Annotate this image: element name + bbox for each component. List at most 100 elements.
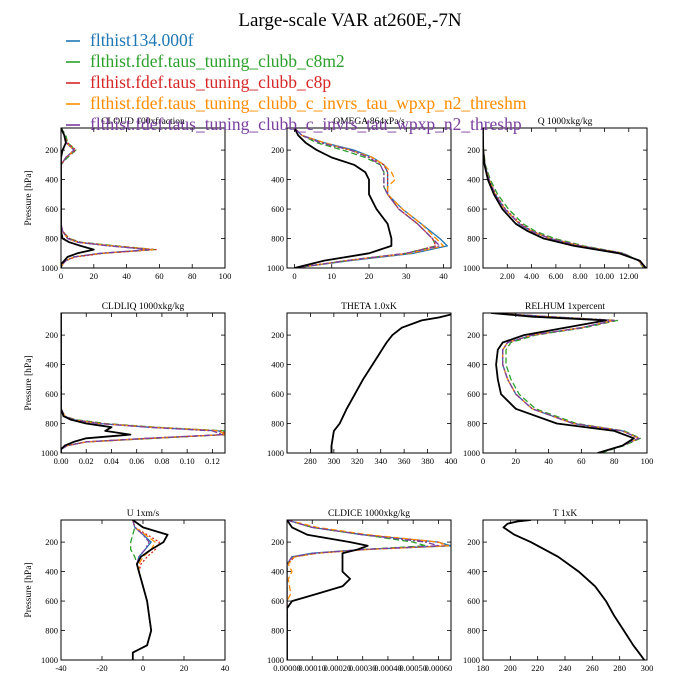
y-tick-label: 1000 <box>41 448 58 458</box>
y-tick-label: 800 <box>271 626 284 636</box>
panel-title: CLDLIQ 1000xkg/kg <box>102 302 185 312</box>
x-tick-label: 0.00000 <box>273 663 301 673</box>
series-line-reference <box>330 313 451 453</box>
x-tick-label: 0 <box>141 663 145 673</box>
plot-frame <box>60 519 226 661</box>
y-axis-label: Pressure [hPa] <box>24 562 34 617</box>
y-tick-label: 600 <box>271 389 284 399</box>
x-tick-label: 0.06 <box>129 456 144 466</box>
x-tick-label: 0.00030 <box>349 663 377 673</box>
series-line-5 <box>294 128 441 268</box>
legend-entry: flthist.fdef.taus_tuning_clubb_c8p <box>90 72 331 92</box>
series-line-2 <box>61 313 225 453</box>
y-tick-label: 200 <box>271 145 284 155</box>
x-tick-label: 0.00020 <box>324 663 352 673</box>
legend-entry: flthist.fdef.taus_tuning_clubb_c_invrs_t… <box>90 114 522 134</box>
series-group <box>491 313 642 453</box>
panel-2: OMEGA 864xPa/s 0 10 20 30 40 200 400 600 800 1000 <box>267 117 452 281</box>
x-tick-label: 400 <box>445 456 458 466</box>
x-tick-label: 260 <box>586 663 599 673</box>
x-tick-label: 0.12 <box>205 456 220 466</box>
series-line-reference <box>293 128 393 268</box>
series-line-1 <box>483 128 646 268</box>
series-line-3 <box>502 520 645 660</box>
y-tick-label: 200 <box>271 537 284 547</box>
series-line-4 <box>483 128 646 268</box>
panel-title: CLOUD 100xfraction <box>101 116 185 127</box>
x-tick-label: 220 <box>531 663 544 673</box>
plot-frame <box>60 312 226 454</box>
x-tick-label: 40 <box>544 456 553 466</box>
y-tick-label: 600 <box>467 596 480 606</box>
x-tick-label: 100 <box>219 271 232 281</box>
y-tick-label: 200 <box>467 330 480 340</box>
y-tick-label: 200 <box>467 145 480 155</box>
x-tick-label: 0 <box>481 456 485 466</box>
series-line-4 <box>502 520 645 660</box>
x-tick-label: 100 <box>641 456 654 466</box>
series-group <box>483 128 647 268</box>
x-tick-label: 0.10 <box>180 456 195 466</box>
panel-6: RELHUM 1xpercent 0 20 40 60 80 100 200 400 600 800… <box>463 302 653 466</box>
x-tick-label: 320 <box>351 456 364 466</box>
plot-frame <box>286 519 452 661</box>
x-tick-label: 40 <box>221 663 230 673</box>
legend: flthist134.000fflthist.fdef.taus_tuning_… <box>66 30 527 134</box>
y-tick-label: 400 <box>467 567 480 577</box>
y-tick-label: 200 <box>45 537 58 547</box>
y-tick-label: 400 <box>467 175 480 185</box>
y-tick-label: 1000 <box>267 655 284 665</box>
series-line-4 <box>294 128 445 268</box>
y-tick-label: 400 <box>271 360 284 370</box>
x-tick-label: 10.00 <box>595 271 614 281</box>
series-line-3 <box>61 128 157 268</box>
x-tick-label: 200 <box>504 663 517 673</box>
x-tick-label: 0.00010 <box>298 663 326 673</box>
panel-title: RELHUM 1xpercent <box>525 302 605 312</box>
panel-title: U 1xm/s <box>127 509 160 519</box>
y-tick-label: 1000 <box>41 263 58 273</box>
x-tick-label: 0.00040 <box>374 663 402 673</box>
x-tick-label: 20 <box>180 663 189 673</box>
series-line-5 <box>287 520 440 660</box>
x-tick-label: 0.02 <box>79 456 94 466</box>
y-tick-label: 800 <box>45 419 58 429</box>
series-group <box>293 128 448 268</box>
legend-entry: flthist.fdef.taus_tuning_clubb_c8m2 <box>90 51 345 71</box>
x-tick-label: 10 <box>327 271 336 281</box>
y-tick-label: 800 <box>467 419 480 429</box>
y-tick-label: 400 <box>45 175 58 185</box>
x-tick-label: 0.00050 <box>399 663 427 673</box>
series-group <box>130 520 169 660</box>
y-tick-label: 200 <box>45 145 58 155</box>
plot-frame <box>482 519 648 661</box>
panel-7: U 1xm/s Pressure [hPa] -40 -20 0 20 40 200 400 60… <box>24 509 229 673</box>
series-line-3 <box>132 520 161 660</box>
series-line-reference <box>287 520 369 660</box>
series-line-reference <box>502 520 646 660</box>
series-group <box>287 520 451 660</box>
series-line-3 <box>61 313 225 453</box>
y-tick-label: 600 <box>45 389 58 399</box>
y-axis-label: Pressure [hPa] <box>24 170 34 225</box>
y-tick-label: 800 <box>271 419 284 429</box>
plot-frame <box>286 312 452 454</box>
x-tick-label: 60 <box>577 456 586 466</box>
x-tick-label: 300 <box>327 456 340 466</box>
y-tick-label: 1000 <box>41 655 58 665</box>
series-line-4 <box>61 313 225 453</box>
series-line-1 <box>502 520 645 660</box>
y-tick-label: 600 <box>271 596 284 606</box>
x-tick-label: 8.00 <box>573 271 588 281</box>
series-line-2 <box>287 520 427 660</box>
panel-title: Q 1000xkg/kg <box>538 117 593 127</box>
legend-entry: flthist.fdef.taus_tuning_clubb_c_invrs_t… <box>90 93 527 113</box>
plot-frame <box>482 312 648 454</box>
plot-frame <box>60 127 226 269</box>
x-tick-label: 4.00 <box>524 271 539 281</box>
y-tick-label: 800 <box>467 234 480 244</box>
series-group <box>61 313 225 453</box>
x-tick-label: 280 <box>613 663 626 673</box>
y-axis-label: Pressure [hPa] <box>24 355 34 410</box>
x-tick-label: 2.00 <box>500 271 515 281</box>
